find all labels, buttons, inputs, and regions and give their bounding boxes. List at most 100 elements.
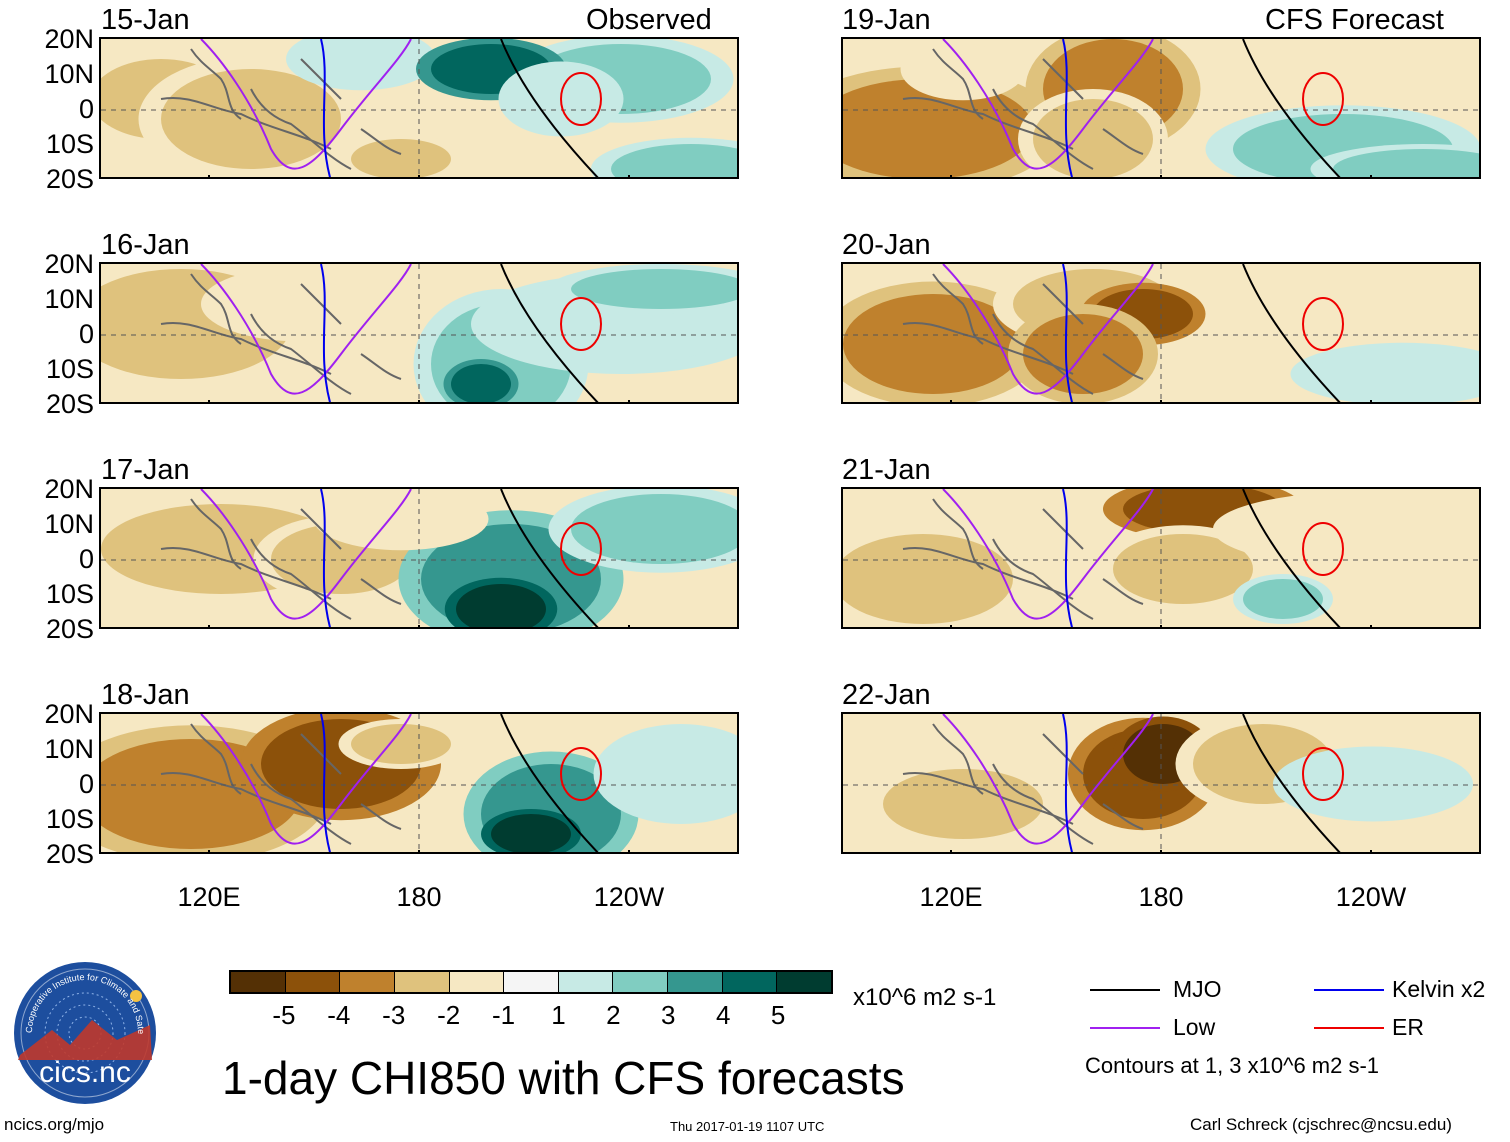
anomaly-region	[843, 79, 1033, 177]
coastline	[190, 498, 242, 570]
anomaly-region	[1333, 149, 1479, 177]
panel-date: 22-Jan	[842, 679, 931, 711]
source-url: ncics.org/mjo	[4, 1115, 105, 1134]
lat-label: 10S	[45, 804, 94, 834]
coastline	[190, 48, 242, 120]
map-panel	[99, 487, 739, 629]
colorbar-tick-label: -4	[327, 1000, 351, 1030]
colorbar-swatch	[777, 972, 832, 992]
panel-date: 17-Jan	[101, 454, 190, 486]
coastline	[902, 547, 1074, 600]
lat-label: 20S	[45, 839, 94, 869]
anomaly-region	[1243, 579, 1323, 619]
lat-label: 10S	[45, 354, 94, 384]
kelvin-contour	[1062, 714, 1074, 852]
coastline	[160, 97, 332, 150]
legend-er-line	[1314, 1027, 1384, 1029]
colorbar-swatch	[668, 972, 723, 992]
legend-kelvin-label: Kelvin x2	[1392, 976, 1486, 1002]
lat-label: 20S	[45, 614, 94, 644]
coastline	[932, 498, 984, 570]
anomaly-region	[913, 44, 1013, 94]
kelvin-contour	[320, 714, 332, 852]
cics-logo: Cooperative Institute for Climate and Sa…	[9, 952, 158, 1106]
legend-er-label: ER	[1392, 1014, 1424, 1040]
coastline	[300, 283, 342, 325]
legend-kelvin-line	[1314, 989, 1384, 991]
low-contour	[200, 714, 412, 845]
coastline	[992, 763, 1094, 845]
colorbar-swatch	[504, 972, 559, 992]
lat-label: 10S	[45, 129, 94, 159]
colorbar-tick-label: 2	[606, 1000, 621, 1030]
logo-text: cics.nc	[39, 1056, 131, 1089]
kelvin-contour	[1062, 489, 1074, 627]
anomaly-region	[491, 814, 571, 852]
colorbar-swatch	[340, 972, 395, 992]
mjo-contour	[1242, 264, 1341, 402]
map-panel	[841, 712, 1481, 854]
er-contour	[560, 522, 602, 576]
lon-label: 180	[396, 882, 442, 912]
kelvin-contour	[1062, 264, 1074, 402]
er-contour	[1302, 522, 1344, 576]
mjo-contour	[1242, 489, 1341, 627]
lat-label: 0	[78, 94, 94, 124]
legend-mjo-line	[1090, 989, 1160, 991]
author-credit: Carl Schreck (cjschrec@ncsu.edu)	[1190, 1115, 1452, 1134]
timestamp: Thu 2017-01-19 1107 UTC	[670, 1119, 825, 1134]
lat-label: 10N	[44, 734, 94, 764]
low-contour	[200, 264, 412, 395]
anomaly-region	[571, 269, 737, 309]
anomaly-region	[351, 724, 451, 764]
er-contour	[1302, 297, 1344, 351]
panel-tag: Observed	[586, 4, 712, 36]
anomaly-region	[843, 534, 1013, 624]
colorbar-swatch	[394, 972, 450, 992]
anomaly-region	[451, 364, 511, 402]
anomaly-region	[351, 139, 451, 177]
mjo-contour	[1242, 39, 1341, 177]
kelvin-contour	[320, 489, 332, 627]
coastline	[932, 273, 984, 345]
coastline	[902, 97, 1074, 150]
mjo-contour	[500, 39, 599, 177]
coastline	[1042, 508, 1084, 550]
coastline	[992, 538, 1094, 620]
colorbar-tick-label: -2	[437, 1000, 461, 1030]
panel-date: 15-Jan	[101, 4, 190, 36]
coastline	[250, 538, 352, 620]
coastline	[902, 772, 1074, 825]
panel-date: 18-Jan	[101, 679, 190, 711]
mjo-contour	[500, 714, 599, 852]
coastline	[360, 803, 402, 830]
map-panel	[99, 712, 739, 854]
anomaly-region	[456, 584, 546, 627]
colorbar-tick-label: 4	[715, 1000, 731, 1030]
lat-label: 10N	[44, 284, 94, 314]
anomaly-region	[1113, 534, 1253, 604]
panel-date: 19-Jan	[842, 4, 931, 36]
er-contour	[560, 747, 602, 801]
colorbar-swatch	[558, 972, 614, 992]
anomaly-region	[1243, 499, 1479, 559]
low-contour	[942, 714, 1154, 845]
colorbar-swatch	[285, 972, 341, 992]
colorbar-tick-label: -1	[491, 1000, 516, 1030]
coastline	[1042, 58, 1084, 100]
colorbar-tick-label: -5	[272, 1000, 296, 1030]
colorbar-swatch	[613, 972, 669, 992]
coastline	[360, 128, 402, 155]
anomaly-region	[883, 769, 1043, 839]
low-contour	[942, 39, 1154, 170]
map-panel	[99, 37, 739, 179]
coastline	[360, 578, 402, 605]
coastline	[190, 723, 242, 795]
coastline	[1042, 733, 1084, 775]
legend-low-line	[1090, 1027, 1160, 1029]
anomaly-region	[611, 144, 737, 177]
lat-label: 0	[78, 544, 94, 574]
lat-label: 0	[78, 319, 94, 349]
colorbar-tick-label: -3	[382, 1000, 406, 1030]
lat-label: 10N	[44, 59, 94, 89]
